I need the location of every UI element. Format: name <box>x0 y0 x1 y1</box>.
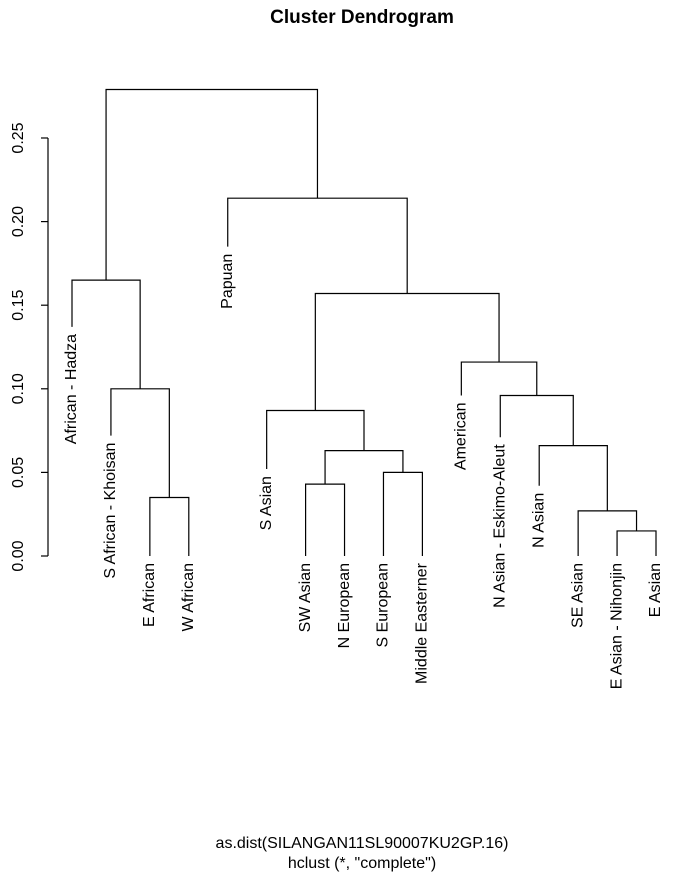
leaf-label: S Asian <box>258 476 275 530</box>
leaf-label: SE Asian <box>569 563 586 628</box>
merge-m10 <box>538 445 608 511</box>
y-tick-label: 0.05 <box>10 457 27 488</box>
leaf-labels: African - Hadza S African - Khoisan E Afri… <box>63 254 664 690</box>
leaf-label: N Asian - Eskimo-Aleut <box>491 444 508 608</box>
x-axis-label: as.dist(SILANGAN11SL90007KU2GP.16) <box>216 835 509 852</box>
merge-m2 <box>110 388 170 498</box>
merge-m12 <box>460 361 538 396</box>
leaf-label: E Asian - Nihonjin <box>608 563 625 689</box>
leaf-label: W African <box>180 563 197 631</box>
leaf-label: N European <box>336 563 353 648</box>
y-axis: 0.00 0.05 0.10 0.15 0.20 0.25 <box>10 122 49 572</box>
leaf-label: Papuan <box>219 254 236 309</box>
merge-m8 <box>616 530 657 556</box>
merge-m7 <box>266 409 365 470</box>
leaf-label: S European <box>375 563 392 648</box>
leaf-label: E Asian <box>647 563 664 617</box>
merge-m3 <box>71 279 141 389</box>
merge-m9 <box>577 510 638 556</box>
merge-m6 <box>324 450 404 485</box>
merge-m13 <box>314 292 500 411</box>
leaf-label: E African <box>141 563 158 627</box>
leaf-label: SW Asian <box>297 563 314 632</box>
merge-m14 <box>227 197 408 294</box>
y-tick-label: 0.15 <box>10 290 27 321</box>
dendrogram-tree <box>71 88 657 556</box>
y-tick-label: 0.20 <box>10 206 27 237</box>
chart-title: Cluster Dendrogram <box>270 7 454 28</box>
merge-m11 <box>499 394 574 446</box>
y-tick-label: 0.00 <box>10 540 27 571</box>
leaf-label: African - Hadza <box>63 334 80 444</box>
leaf-label: S African - Khoisan <box>102 443 119 579</box>
merge-m4 <box>305 483 346 556</box>
merge-m1 <box>149 496 190 556</box>
leaf-label: American <box>453 402 470 470</box>
merge-m5 <box>382 471 423 556</box>
merge-m15 <box>105 88 319 281</box>
y-tick-label: 0.10 <box>10 373 27 404</box>
y-tick-label: 0.25 <box>10 122 27 153</box>
leaf-label: Middle Easterner <box>414 562 431 684</box>
leaf-label: N Asian <box>530 493 547 548</box>
method-sublabel: hclust (*, "complete") <box>288 855 436 872</box>
